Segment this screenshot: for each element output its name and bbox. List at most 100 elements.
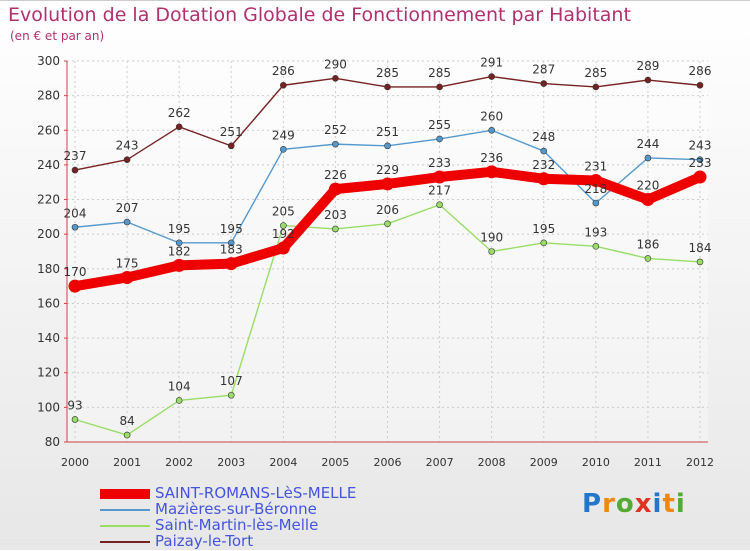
x-tick-label: 2002 [165, 456, 193, 469]
data-label: 286 [689, 64, 712, 78]
data-label: 251 [376, 125, 399, 139]
data-point [175, 397, 183, 404]
data-label: 93 [67, 398, 82, 412]
data-label: 193 [584, 225, 607, 239]
data-point [71, 416, 79, 423]
data-point [436, 83, 443, 91]
x-tick-label: 2011 [634, 456, 662, 469]
data-point [120, 270, 134, 284]
data-label: 186 [636, 237, 659, 251]
data-label: 255 [428, 118, 451, 132]
data-label: 205 [272, 205, 295, 219]
y-tick-label: 200 [37, 227, 60, 241]
data-point [332, 225, 339, 233]
data-point [537, 172, 551, 186]
logo-letter: t [662, 489, 676, 519]
y-tick-label: 120 [37, 366, 60, 380]
data-label: 104 [168, 379, 191, 393]
data-label: 243 [116, 139, 139, 153]
chart-subtitle: (en € et par an) [10, 29, 105, 43]
data-label: 175 [116, 256, 139, 270]
data-point [175, 239, 183, 247]
x-tick-label: 2006 [374, 456, 402, 469]
data-point [227, 239, 235, 247]
data-label: 243 [689, 139, 712, 153]
data-label: 236 [480, 151, 503, 165]
data-label: 183 [220, 243, 243, 257]
data-label: 232 [532, 158, 555, 172]
data-point [644, 154, 652, 162]
x-tick-label: 2012 [686, 456, 714, 469]
logo-letter: x [634, 489, 653, 519]
data-label: 233 [428, 156, 451, 170]
data-label: 195 [168, 222, 191, 236]
data-label: 226 [324, 168, 347, 182]
logo-letter: i [675, 489, 686, 519]
data-label: 251 [220, 125, 243, 139]
data-point [71, 223, 79, 231]
data-point [693, 170, 707, 184]
data-point [540, 147, 548, 155]
data-point [384, 220, 391, 228]
data-point [589, 173, 603, 187]
data-label: 289 [636, 59, 659, 73]
data-point [641, 193, 655, 207]
data-label: 195 [220, 222, 243, 236]
x-tick-label: 2003 [217, 456, 245, 469]
y-tick-label: 260 [37, 123, 60, 137]
data-point [696, 258, 704, 266]
data-label: 260 [480, 109, 503, 123]
y-tick-label: 240 [37, 158, 60, 172]
legend-label: SAINT-ROMANS-LèS-MELLE [155, 484, 357, 502]
legend-label: Mazières-sur-Béronne [155, 500, 317, 518]
data-point [488, 73, 495, 80]
data-label: 237 [64, 149, 87, 163]
series-layer [68, 73, 707, 439]
data-point [696, 81, 704, 89]
data-label: 285 [428, 66, 451, 80]
data-point [123, 431, 131, 439]
data-point [224, 257, 238, 271]
data-label: 287 [532, 63, 555, 77]
data-label: 262 [168, 106, 191, 120]
x-tick-label: 2007 [426, 456, 454, 469]
data-point [540, 239, 548, 247]
data-label: 220 [636, 179, 659, 193]
data-label: 190 [480, 231, 503, 245]
x-tick-label: 2005 [321, 456, 349, 469]
x-tick-label: 2001 [113, 456, 141, 469]
data-point [384, 83, 391, 91]
data-label: 170 [64, 265, 87, 279]
data-labels: 170 175 182 183 192 226 229 233 236 232 231 220 233 2… [64, 56, 712, 428]
legend-swatch [100, 525, 150, 527]
data-point [540, 80, 548, 87]
data-label: 206 [376, 203, 399, 217]
data-point [332, 140, 339, 148]
logo-letter: i [652, 489, 663, 519]
data-point [328, 182, 342, 196]
data-point [696, 156, 704, 164]
legend-swatch [100, 509, 150, 511]
data-label: 204 [64, 206, 87, 220]
data-label: 249 [272, 128, 295, 142]
data-label: 285 [376, 66, 399, 80]
grid [67, 60, 708, 443]
data-point [381, 177, 394, 191]
legend-label: Saint-Martin-lès-Melle [155, 516, 319, 534]
data-point [276, 241, 290, 255]
data-point [123, 218, 131, 226]
data-label: 184 [689, 241, 712, 255]
data-point [592, 199, 600, 207]
data-point [436, 135, 443, 143]
data-point [488, 248, 495, 255]
logo-letter: o [615, 489, 635, 519]
x-tick-label: 2004 [269, 456, 297, 469]
legend-swatch [100, 541, 150, 543]
axes: 80 100 120 140 160 180 200 220 240 260 280 300 2000 2… [37, 54, 714, 469]
data-point [332, 75, 339, 82]
data-point [227, 142, 235, 150]
logo-letter: P [582, 489, 603, 519]
data-label: 182 [168, 244, 191, 258]
